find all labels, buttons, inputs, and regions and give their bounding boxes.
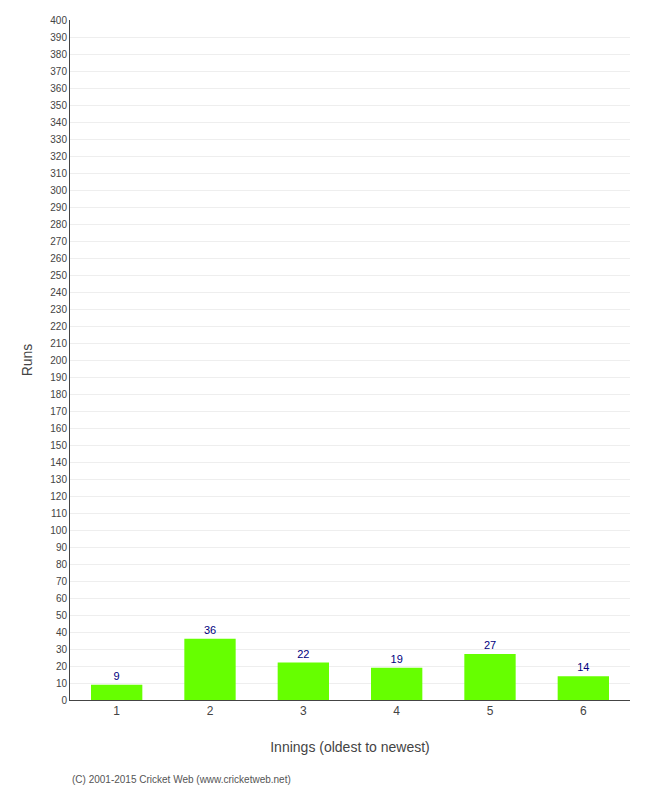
svg-text:80: 80 [56, 559, 68, 570]
svg-text:360: 360 [50, 83, 67, 94]
svg-text:380: 380 [50, 49, 67, 60]
svg-text:60: 60 [56, 593, 68, 604]
svg-text:400: 400 [50, 15, 67, 26]
svg-text:19: 19 [391, 653, 403, 665]
svg-text:280: 280 [50, 219, 67, 230]
svg-text:40: 40 [56, 627, 68, 638]
svg-text:250: 250 [50, 270, 67, 281]
svg-text:20: 20 [56, 661, 68, 672]
svg-text:370: 370 [50, 66, 67, 77]
svg-text:220: 220 [50, 321, 67, 332]
svg-text:27: 27 [484, 639, 496, 651]
svg-text:0: 0 [61, 695, 67, 706]
svg-text:170: 170 [50, 406, 67, 417]
svg-text:50: 50 [56, 610, 68, 621]
svg-text:190: 190 [50, 372, 67, 383]
svg-text:Innings (oldest to newest): Innings (oldest to newest) [270, 739, 430, 755]
svg-text:22: 22 [297, 648, 309, 660]
svg-text:120: 120 [50, 491, 67, 502]
svg-text:150: 150 [50, 440, 67, 451]
svg-text:330: 330 [50, 134, 67, 145]
svg-text:300: 300 [50, 185, 67, 196]
svg-text:290: 290 [50, 202, 67, 213]
svg-text:390: 390 [50, 32, 67, 43]
svg-text:36: 36 [204, 624, 216, 636]
svg-text:140: 140 [50, 457, 67, 468]
svg-text:70: 70 [56, 576, 68, 587]
svg-text:90: 90 [56, 542, 68, 553]
svg-text:160: 160 [50, 423, 67, 434]
svg-text:14: 14 [577, 661, 589, 673]
svg-text:240: 240 [50, 287, 67, 298]
svg-text:260: 260 [50, 253, 67, 264]
svg-text:9: 9 [114, 670, 120, 682]
svg-text:180: 180 [50, 389, 67, 400]
svg-text:4: 4 [393, 704, 400, 718]
svg-text:270: 270 [50, 236, 67, 247]
svg-text:210: 210 [50, 338, 67, 349]
svg-text:320: 320 [50, 151, 67, 162]
svg-text:2: 2 [207, 704, 214, 718]
svg-text:310: 310 [50, 168, 67, 179]
svg-text:350: 350 [50, 100, 67, 111]
svg-text:6: 6 [580, 704, 587, 718]
svg-text:30: 30 [56, 644, 68, 655]
svg-text:1: 1 [113, 704, 120, 718]
svg-text:5: 5 [487, 704, 494, 718]
svg-text:(C) 2001-2015 Cricket Web (www: (C) 2001-2015 Cricket Web (www.cricketwe… [72, 774, 291, 785]
svg-text:130: 130 [50, 474, 67, 485]
svg-text:230: 230 [50, 304, 67, 315]
svg-text:100: 100 [50, 525, 67, 536]
svg-text:3: 3 [300, 704, 307, 718]
svg-text:Runs: Runs [19, 344, 35, 377]
svg-text:340: 340 [50, 117, 67, 128]
svg-text:110: 110 [51, 508, 67, 519]
svg-text:10: 10 [56, 678, 68, 689]
svg-text:200: 200 [50, 355, 67, 366]
